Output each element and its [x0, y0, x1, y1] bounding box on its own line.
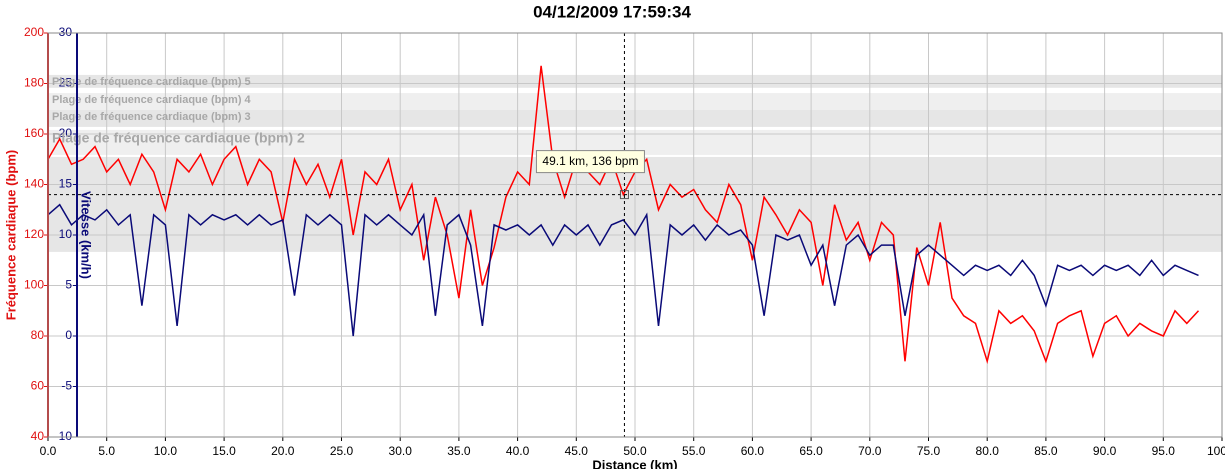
- y2-tick-label: 25: [59, 76, 73, 90]
- x-tick-label: 50.0: [623, 444, 647, 458]
- x-tick-label: 30.0: [389, 444, 413, 458]
- x-tick-label: 90.0: [1093, 444, 1117, 458]
- x-tick-label: 100.0: [1207, 444, 1225, 458]
- y2-tick-label: 10: [59, 227, 73, 241]
- cursor-point: [619, 190, 629, 200]
- zone-label: Plage de fréquence cardiaque (bpm) 3: [52, 111, 251, 123]
- x-tick-label: 85.0: [1034, 444, 1058, 458]
- chart-title: 04/12/2009 17:59:34: [533, 2, 691, 21]
- y2-tick-label: 15: [59, 177, 73, 191]
- series-line: [47, 65, 1200, 365]
- x-tick-label: 45.0: [565, 444, 589, 458]
- y2-tick-label: 20: [59, 126, 73, 140]
- x-tick-label: 80.0: [976, 444, 1000, 458]
- x-tick-label: 15.0: [212, 444, 236, 458]
- y-tick-label: 40: [31, 429, 45, 443]
- tooltip-box: [535, 150, 645, 174]
- x-axis-title: Distance (km): [592, 457, 677, 469]
- y-tick-label: 100: [24, 278, 44, 292]
- series-line: [47, 203, 1199, 337]
- y2-tick-label: 0: [65, 328, 72, 342]
- x-tick-label: 25.0: [330, 444, 354, 458]
- y-tick-label: 140: [24, 177, 44, 191]
- x-tick-label: 35.0: [447, 444, 471, 458]
- y2-tick-label: 5: [65, 278, 72, 292]
- plot-frame: [47, 32, 1223, 438]
- y-tick-label: 160: [24, 126, 44, 140]
- x-tick-label: 0.0: [40, 444, 57, 458]
- y-tick-label: 200: [24, 25, 44, 39]
- x-tick-label: 55.0: [682, 444, 706, 458]
- x-tick-label: 95.0: [1152, 444, 1176, 458]
- y2-tick-label: -10: [55, 429, 73, 443]
- y2-tick-label: 30: [59, 25, 73, 39]
- x-tick-label: 60.0: [741, 444, 765, 458]
- y-axis-title: Fréquence cardiaque (bpm): [3, 150, 18, 320]
- y2-axis-title: Vitesse (km/h): [79, 191, 94, 279]
- zone-label: Plage de fréquence cardiaque (bpm) 5: [52, 76, 251, 88]
- x-tick-label: 10.0: [154, 444, 178, 458]
- zone-label: Plage de fréquence cardiaque (bpm) 2: [52, 130, 305, 146]
- zone-label: Plage de fréquence cardiaque (bpm) 4: [52, 94, 252, 106]
- x-tick-label: 70.0: [858, 444, 882, 458]
- x-tick-label: 20.0: [271, 444, 295, 458]
- x-tick-label: 65.0: [799, 444, 823, 458]
- y-tick-label: 80: [31, 328, 45, 342]
- y-tick-label: 120: [24, 227, 44, 241]
- x-tick-label: 75.0: [917, 444, 941, 458]
- x-tick-label: 5.0: [98, 444, 115, 458]
- y2-tick-label: -5: [61, 379, 72, 393]
- y-tick-label: 60: [31, 379, 45, 393]
- x-tick-label: 40.0: [506, 444, 530, 458]
- y-tick-label: 180: [24, 76, 44, 90]
- tooltip-text: 49.1 km, 136 bpm: [542, 154, 638, 168]
